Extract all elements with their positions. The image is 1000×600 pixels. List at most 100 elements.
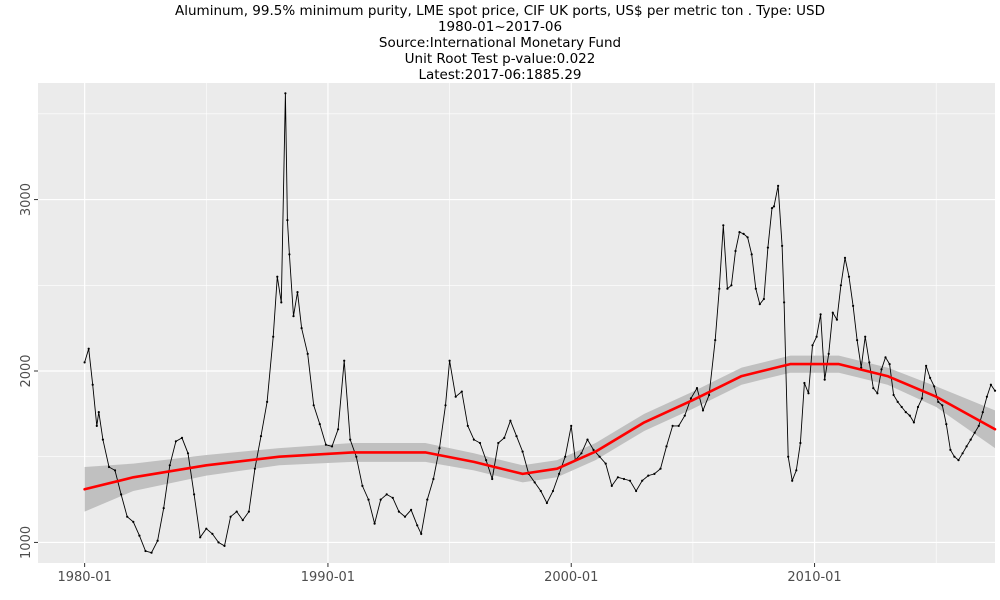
data-point [570, 424, 573, 427]
data-point [795, 469, 798, 472]
data-point [722, 224, 725, 227]
data-point [324, 443, 327, 446]
data-point [835, 318, 839, 321]
x-tick-label: 2000-01 [544, 570, 598, 585]
data-point [101, 438, 104, 441]
data-point [969, 438, 972, 441]
data-point [884, 356, 887, 359]
data-point [318, 423, 321, 426]
data-point [677, 424, 680, 427]
x-tick-label: 1980-01 [57, 570, 111, 585]
data-point [515, 435, 518, 438]
data-point [945, 423, 948, 426]
data-point [253, 467, 256, 470]
data-point [193, 493, 196, 496]
data-point [138, 534, 141, 537]
data-point [426, 498, 429, 501]
data-point [920, 397, 924, 400]
data-point [718, 287, 721, 290]
data-point [762, 297, 766, 301]
data-point [807, 392, 810, 395]
data-point [888, 363, 891, 366]
y-tick-label: 2000 [19, 354, 34, 387]
data-point [671, 424, 674, 427]
price-series [83, 92, 997, 554]
data-point [551, 489, 555, 493]
plot-panel [38, 83, 995, 563]
data-point [300, 327, 303, 330]
data-point [738, 231, 741, 234]
data-point [937, 400, 940, 403]
data-point [742, 232, 745, 235]
data-point [772, 205, 776, 208]
data-point [533, 481, 536, 484]
data-point [843, 256, 847, 259]
data-point [799, 441, 802, 445]
data-point [803, 381, 806, 385]
data-point [444, 404, 447, 407]
x-tick-label: 1990-01 [301, 570, 355, 585]
data-point [750, 253, 753, 256]
data-point [144, 549, 147, 553]
data-point [174, 440, 177, 443]
data-point [521, 450, 524, 453]
data-point [199, 536, 202, 539]
x-tick-label: 2010-01 [787, 570, 841, 585]
data-point [730, 284, 733, 287]
data-point [266, 400, 269, 403]
data-point [665, 445, 668, 448]
data-point [598, 455, 601, 458]
data-point [97, 411, 100, 414]
data-point [83, 361, 86, 364]
data-point [361, 484, 364, 487]
data-point [397, 510, 400, 513]
data-point [839, 284, 843, 287]
data-point [454, 395, 457, 398]
data-point [981, 411, 984, 414]
data-point [989, 383, 993, 386]
data-point [925, 364, 928, 367]
data-point [272, 335, 275, 338]
data-point [403, 515, 407, 518]
data-point [586, 438, 589, 441]
data-point [831, 311, 834, 314]
data-point [622, 477, 626, 481]
data-point [781, 244, 784, 247]
data-point [973, 431, 976, 434]
data-point [497, 441, 500, 445]
data-point [993, 389, 997, 392]
data-point [610, 484, 613, 487]
data-point [564, 455, 567, 458]
data-point [864, 335, 867, 338]
data-point [373, 522, 376, 525]
data-point [485, 459, 488, 462]
data-point [827, 352, 830, 355]
data-point [754, 287, 757, 290]
smooth-line [83, 362, 997, 491]
data-point [288, 253, 291, 256]
data-point [558, 472, 561, 475]
data-point [205, 527, 208, 530]
data-point [641, 479, 644, 482]
data-point [965, 445, 968, 448]
data-point [180, 436, 184, 439]
data-point [503, 436, 506, 439]
data-point [616, 476, 620, 479]
data-point [186, 452, 190, 455]
data-point [120, 493, 123, 496]
chart-date-range: 1980-01~2017-06 [437, 19, 563, 35]
data-point [953, 455, 956, 458]
data-point [791, 479, 794, 482]
axes: 1980-01 1990-01 2000-01 2010-01 1000 2000 3000 [19, 183, 842, 585]
data-point [330, 445, 334, 448]
data-point [478, 441, 482, 445]
data-point [286, 219, 289, 222]
data-point [933, 385, 936, 388]
data-point [292, 315, 295, 318]
data-point [868, 361, 871, 364]
data-point [150, 551, 153, 554]
data-point [819, 313, 822, 316]
y-tick-label: 1000 [19, 526, 34, 559]
data-point [296, 291, 299, 294]
